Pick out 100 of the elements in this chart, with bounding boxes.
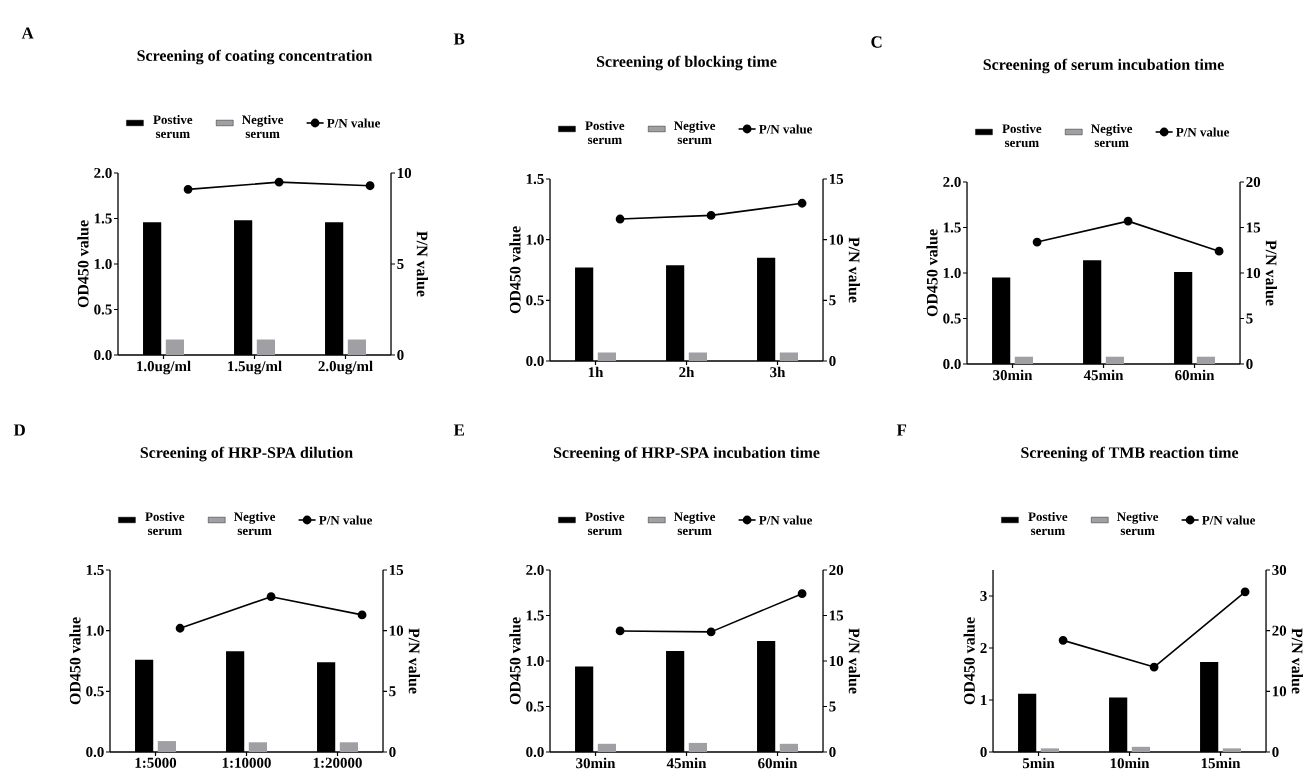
y-tick-label: 1.0 [943, 267, 961, 279]
point [706, 210, 716, 220]
legend-label: Postive serum [585, 120, 625, 145]
y-tick-label: 1.0 [94, 258, 112, 270]
y2-tick-label: 20 [1272, 625, 1287, 636]
x-tick-label: 30min [993, 369, 1033, 381]
y-tick-label: 0.5 [526, 701, 544, 712]
y2-tick-label: 15 [829, 610, 844, 621]
text: B [453, 33, 465, 45]
legend-label: Postive serum [145, 511, 185, 536]
chart-title: Screening of TMB reaction time [1021, 446, 1239, 462]
bar [597, 352, 616, 361]
legend-label: Negtive serum [1091, 123, 1133, 148]
y2-tick-label: 10 [389, 625, 404, 636]
point [1123, 216, 1133, 226]
x-tick-label: 1h [588, 366, 604, 378]
y2-axis-title: P/N value [1265, 240, 1277, 306]
legend-label: P/N value [759, 124, 813, 134]
legend-label: Postive serum [153, 114, 193, 139]
legend-label: Negtive serum [242, 114, 284, 139]
x-tick-label: 3h [770, 366, 786, 378]
y2-tick-label: 0 [397, 349, 404, 361]
legend-label: Negtive serum [674, 511, 716, 536]
y-tick-label: 2.0 [94, 167, 112, 179]
y-tick-label: 2.0 [526, 564, 544, 576]
y2-tick-label: 10 [829, 655, 844, 667]
point [1058, 635, 1068, 645]
bar [1222, 748, 1242, 752]
x-tick-label: 1:20000 [313, 757, 362, 768]
bar [688, 352, 707, 361]
y2-tick-label: 5 [1246, 313, 1253, 324]
x-tick-label: 15min [1201, 757, 1241, 769]
y2-axis-title: P/N value [848, 628, 860, 694]
point [357, 610, 367, 620]
x-tick-label: 2.0ug/ml [318, 360, 373, 375]
y-tick-label: 1.5 [943, 222, 961, 233]
y2-tick-label: 10 [829, 234, 844, 245]
y2-tick-label: 15 [1246, 222, 1261, 233]
text: A [21, 27, 34, 39]
text: C [871, 36, 882, 48]
bar [779, 743, 798, 752]
y2-axis-title: P/N value [1291, 628, 1303, 694]
y2-axis-title: P/N value [416, 231, 428, 297]
y-tick-label: 3 [980, 590, 987, 602]
bar [1040, 748, 1059, 752]
x-tick-label: 30min [576, 757, 616, 769]
bar [157, 741, 176, 752]
point [1214, 246, 1224, 256]
y-tick-label: 2 [980, 643, 987, 653]
legend-label: P/N value [1202, 515, 1256, 525]
x-tick-label: 5min [1022, 757, 1055, 769]
x-tick-label: 45min [1083, 369, 1124, 381]
y-tick-label: 0.0 [94, 349, 112, 361]
y2-tick-label: 10 [1272, 686, 1287, 697]
point [1149, 662, 1159, 672]
bar [1105, 356, 1124, 364]
legend-label: Postive serum [1002, 123, 1042, 148]
point [797, 589, 807, 599]
y2-tick-label: 15 [389, 565, 404, 575]
legend-label: P/N value [759, 515, 813, 525]
legend-label: Postive serum [585, 511, 625, 536]
y-tick-label: 1.0 [526, 234, 544, 245]
bar [779, 352, 798, 361]
y2-tick-label: 0 [389, 746, 396, 758]
legend-label: Negtive serum [674, 120, 716, 145]
y2-tick-label: 0 [829, 746, 836, 758]
text: D [13, 424, 25, 436]
y-tick-label: 0.0 [86, 746, 104, 758]
y2-tick-label: 10 [1246, 267, 1261, 279]
x-tick-label: 1:10000 [222, 757, 271, 768]
bar [256, 339, 275, 355]
bar [339, 742, 358, 752]
chart-title: Screening of HRP-SPA incubation time [553, 446, 820, 462]
y-tick-label: 1.0 [86, 625, 104, 636]
y-tick-label: 1.5 [526, 610, 544, 621]
x-tick-label: 1.0ug/ml [137, 360, 191, 375]
y-tick-label: 0.0 [526, 355, 544, 367]
y-tick-label: 0.5 [943, 313, 961, 324]
x-tick-label: 60min [1175, 369, 1215, 381]
y2-tick-label: 0 [829, 355, 836, 367]
legend-label: Postive serum [1028, 511, 1068, 536]
point [797, 198, 807, 208]
chart-title: Screening of blocking time [596, 55, 777, 71]
y2-tick-label: 0 [1272, 746, 1279, 758]
y2-tick-label: 20 [829, 564, 844, 576]
y2-tick-label: 5 [397, 259, 404, 269]
point [615, 214, 625, 224]
y-axis-title: OD450 value [77, 220, 89, 308]
point [615, 626, 625, 636]
y-tick-label: 0.5 [526, 295, 544, 306]
text: E [453, 424, 464, 436]
legend-label: Negtive serum [1117, 511, 1159, 536]
y2-tick-label: 20 [1246, 176, 1261, 188]
x-tick-label: 2h [679, 366, 695, 378]
y-tick-label: 0.5 [94, 304, 112, 315]
bar [347, 339, 366, 355]
point [266, 592, 276, 602]
chart-title: Screening of coating concentration [137, 49, 373, 65]
y2-axis-title: P/N value [408, 628, 420, 694]
legend-label: P/N value [319, 515, 373, 525]
